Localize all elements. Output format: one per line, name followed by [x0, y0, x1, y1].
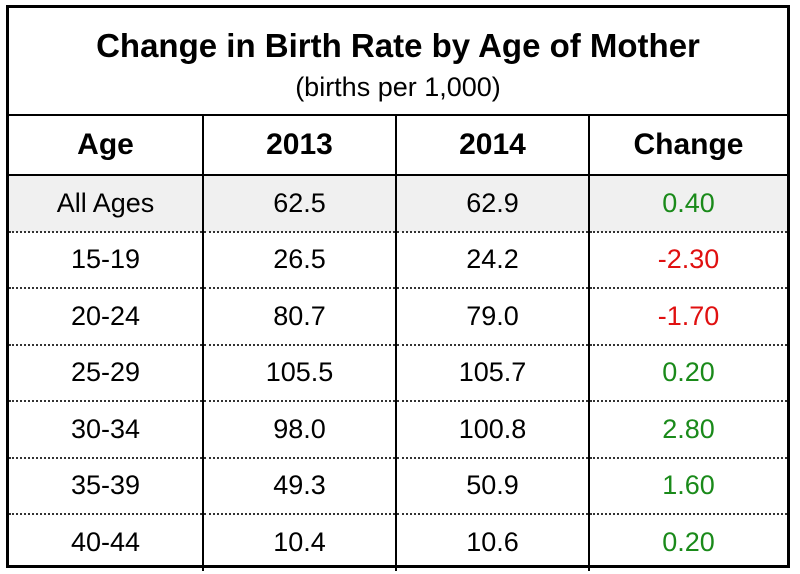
- table-body: All Ages 62.5 62.9 0.40 15-19 26.5 24.2 -2.30 20…: [9, 175, 787, 571]
- value-2013-cell: 49.3: [202, 457, 396, 515]
- table-row: 20-24 80.7 79.0 -1.70: [9, 288, 787, 346]
- value-2013-cell: 10.4: [202, 514, 396, 571]
- age-cell: 20-24: [9, 288, 203, 346]
- table-frame: Change in Birth Rate by Age of Mother (b…: [6, 5, 790, 571]
- value-2013-cell: 80.7: [202, 288, 396, 346]
- age-cell: 15-19: [9, 231, 203, 289]
- birth-rate-table: Age 2013 2014 Change All Ages 62.5 62.9 0.4…: [9, 114, 787, 571]
- age-cell: 40-44: [70, 527, 141, 558]
- value-2013-cell: 26.5: [202, 231, 396, 289]
- column-header-change: Change: [588, 114, 787, 176]
- age-cell: 35-39: [9, 457, 203, 515]
- value-2014-cell: 10.6: [395, 514, 589, 571]
- change-cell: 0.40: [588, 175, 787, 233]
- table-row: 15-19 26.5 24.2 -2.30: [9, 231, 787, 289]
- value-2014-cell: 50.9: [395, 457, 589, 515]
- table-row: 40-44 10.4 10.6 0.20: [9, 514, 787, 571]
- change-cell: 0.20: [588, 514, 787, 571]
- column-header-2013: 2013: [202, 114, 396, 176]
- column-header-2014: 2014: [395, 114, 589, 176]
- age-cell: 30-34: [9, 401, 203, 459]
- value-2013-cell: 98.0: [202, 401, 396, 459]
- change-cell: 1.60: [588, 457, 787, 515]
- value-2014-cell: 100.8: [395, 401, 589, 459]
- column-header-age: Age: [9, 114, 203, 176]
- table-row: All Ages 62.5 62.9 0.40: [9, 175, 787, 233]
- value-2014-cell: 24.2: [395, 231, 589, 289]
- age-cell: 25-29: [9, 344, 203, 402]
- age-cell: All Ages: [9, 175, 203, 233]
- table-row: 35-39 49.3 50.9 1.60: [9, 457, 787, 515]
- header-row: Age 2013 2014 Change: [9, 114, 787, 176]
- value-2014-cell: 105.7: [395, 344, 589, 402]
- table-title: Change in Birth Rate by Age of Mother: [96, 27, 700, 64]
- change-cell: -2.30: [588, 231, 787, 289]
- title-block: Change in Birth Rate by Age of Mother (b…: [9, 8, 787, 114]
- change-cell: 0.20: [588, 344, 787, 402]
- table-row: 25-29 105.5 105.7 0.20: [9, 344, 787, 402]
- change-cell: -1.70: [588, 288, 787, 346]
- table-subtitle: (births per 1,000): [295, 72, 501, 102]
- change-cell: 2.80: [588, 401, 787, 459]
- value-2013-cell: 105.5: [202, 344, 396, 402]
- value-2014-cell: 79.0: [395, 288, 589, 346]
- value-2013-cell: 62.5: [202, 175, 396, 233]
- table-row: 30-34 98.0 100.8 2.80: [9, 401, 787, 459]
- value-2014-cell: 62.9: [395, 175, 589, 233]
